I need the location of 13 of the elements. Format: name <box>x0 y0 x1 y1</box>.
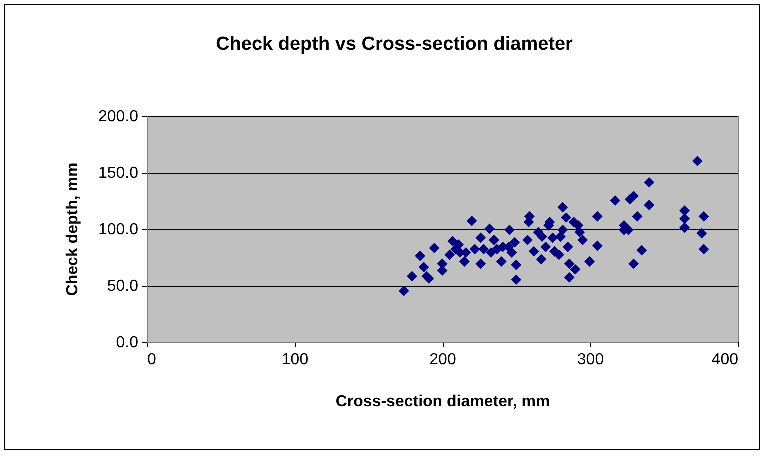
y-tick-label: 0.0 <box>116 334 139 352</box>
y-tick-label: 150.0 <box>98 165 139 182</box>
chart-title: Check depth vs Cross-section diameter <box>216 34 574 55</box>
x-tick-label: 200 <box>430 352 456 368</box>
y-tick-label: 50.0 <box>107 278 139 295</box>
x-tick-label: 100 <box>282 352 309 368</box>
x-tick-label: 300 <box>577 352 604 368</box>
x-tick-label: 400 <box>712 352 739 368</box>
x-axis-title: Cross-section diameter, mm <box>336 394 550 410</box>
y-tick-label: 200.0 <box>98 108 139 126</box>
x-tick-label: 0 <box>148 352 156 368</box>
y-axis-title: Check depth, mm <box>64 162 82 296</box>
y-tick-label: 100.0 <box>98 222 139 238</box>
